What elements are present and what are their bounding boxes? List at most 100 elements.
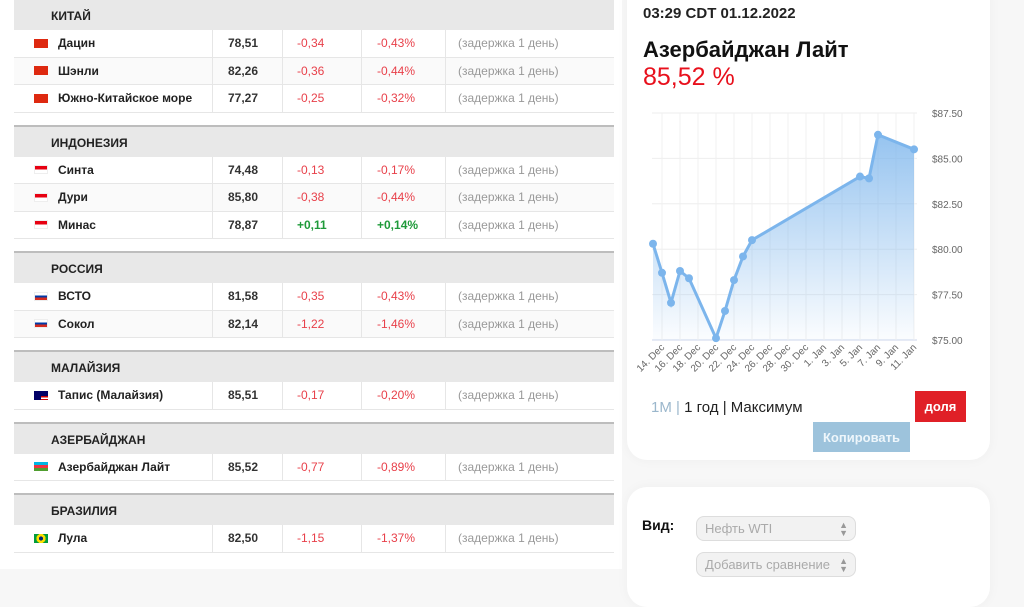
blend-name-cell: Шэнли xyxy=(14,57,213,84)
table-row[interactable]: Дури 85,80 -0,38 -0,44% (задержка 1 день… xyxy=(14,184,614,212)
percent-change-cell: -0,32% xyxy=(362,85,446,112)
share-button[interactable]: доля xyxy=(915,391,966,422)
blend-name[interactable]: Синта xyxy=(58,162,94,177)
delay-cell: (задержка 1 день) xyxy=(458,388,559,403)
russia-flag-icon xyxy=(34,291,48,301)
country-group: ИНДОНЕЗИЯ Синта 74,48 -0,13 -0,17% (заде… xyxy=(14,124,614,239)
blend-name[interactable]: ВСТО xyxy=(58,289,91,304)
delay-cell: (задержка 1 день) xyxy=(458,289,559,304)
copy-button[interactable]: Копировать xyxy=(813,422,910,452)
percent-change-cell: -1,46% xyxy=(362,310,446,337)
blend-name[interactable]: Тапис (Малайзия) xyxy=(58,388,164,403)
blend-name[interactable]: Лула xyxy=(58,531,88,546)
table-row[interactable]: Южно-Китайское море 77,27 -0,25 -0,32% (… xyxy=(14,85,614,113)
blend-name-cell: Лула xyxy=(14,525,213,552)
data-point xyxy=(676,266,684,275)
price-cell: 81,58 xyxy=(213,283,283,310)
blend-name-cell: Азербайджан Лайт xyxy=(14,453,213,480)
compare-select[interactable]: Добавить сравнение ▲ ▼ xyxy=(696,552,856,577)
blend-name-cell: Южно-Китайское море xyxy=(14,85,213,112)
data-point xyxy=(730,276,738,285)
area-fill xyxy=(653,134,914,340)
russia-flag-icon xyxy=(34,319,48,329)
select-arrows-icon: ▲ ▼ xyxy=(839,556,848,574)
data-point xyxy=(739,252,747,261)
range-1m[interactable]: 1M xyxy=(651,399,672,416)
y-tick-label: $77.50 xyxy=(932,291,963,302)
table-row[interactable]: Сокол 82,14 -1,22 -1,46% (задержка 1 ден… xyxy=(14,310,614,338)
blend-name[interactable]: Шэнли xyxy=(58,63,99,78)
delay-cell: (задержка 1 день) xyxy=(458,316,559,331)
change-cell: -0,34 xyxy=(283,30,362,57)
blend-name[interactable]: Южно-Китайское море xyxy=(58,91,193,106)
type-select[interactable]: Нефть WTI ▲ ▼ xyxy=(696,516,856,541)
blend-name[interactable]: Дури xyxy=(58,190,88,205)
chart-value: 85,52 % xyxy=(643,63,735,91)
delay-cell: (задержка 1 день) xyxy=(458,459,559,474)
percent-change-cell: -0,20% xyxy=(362,382,446,409)
price-cell: 78,87 xyxy=(213,211,283,238)
delay-cell: (задержка 1 день) xyxy=(458,36,559,51)
filter-card xyxy=(627,487,990,607)
table-row[interactable]: Лула 82,50 -1,15 -1,37% (задержка 1 день… xyxy=(14,525,614,553)
change-cell: +0,11 xyxy=(283,211,362,238)
blend-name[interactable]: Сокол xyxy=(58,316,95,331)
delay-cell: (задержка 1 день) xyxy=(458,162,559,177)
country-group: МАЛАЙЗИЯ Тапис (Малайзия) 85,51 -0,17 -0… xyxy=(14,350,614,410)
price-cell: 82,14 xyxy=(213,310,283,337)
china-flag-icon xyxy=(34,38,48,48)
change-cell: -0,35 xyxy=(283,283,362,310)
blend-name-cell: Сокол xyxy=(14,310,213,337)
indonesia-flag-icon xyxy=(34,220,48,230)
delay-cell: (задержка 1 день) xyxy=(458,531,559,546)
separator: | xyxy=(676,399,680,416)
delay-cell: (задержка 1 день) xyxy=(458,217,559,232)
malaysia-flag-icon xyxy=(34,390,48,400)
data-point xyxy=(856,172,864,181)
blend-name[interactable]: Дацин xyxy=(58,36,96,51)
blend-name-cell: Дацин xyxy=(14,30,213,57)
price-cell: 82,50 xyxy=(213,525,283,552)
data-point xyxy=(658,268,666,277)
price-cell: 85,52 xyxy=(213,453,283,480)
blend-name-cell: Дури xyxy=(14,184,213,211)
percent-change-cell: -0,43% xyxy=(362,283,446,310)
percent-change-cell: -0,89% xyxy=(362,453,446,480)
change-cell: -0,13 xyxy=(283,156,362,183)
data-point xyxy=(748,236,756,245)
data-point xyxy=(712,334,720,343)
range-selector: 1M | 1 год | Максимум xyxy=(651,399,803,417)
change-cell: -0,36 xyxy=(283,57,362,84)
blend-name[interactable]: Минас xyxy=(58,217,96,232)
price-cell: 77,27 xyxy=(213,85,283,112)
country-group: КИТАЙ Дацин 78,51 -0,34 -0,43% (задержка… xyxy=(14,0,614,113)
delay-cell: (задержка 1 день) xyxy=(458,63,559,78)
delay-cell: (задержка 1 день) xyxy=(458,91,559,106)
timestamp: 03:29 CDT 01.12.2022 xyxy=(643,5,796,22)
price-chart: $75.00$77.50$80.00$82.50$85.00$87.5014. … xyxy=(635,109,963,374)
blend-name-cell: Тапис (Малайзия) xyxy=(14,382,213,409)
country-header: КИТАЙ xyxy=(14,0,614,30)
range-1y[interactable]: 1 год xyxy=(684,399,719,416)
data-point xyxy=(685,274,693,283)
table-row[interactable]: Азербайджан Лайт 85,52 -0,77 -0,89% (зад… xyxy=(14,453,614,481)
country-header: ИНДОНЕЗИЯ xyxy=(14,126,614,157)
blend-name-cell: Минас xyxy=(14,211,213,238)
range-max[interactable]: Максимум xyxy=(730,399,803,416)
data-point xyxy=(649,239,657,248)
table-row[interactable]: Дацин 78,51 -0,34 -0,43% (задержка 1 ден… xyxy=(14,30,614,58)
compare-select-placeholder: Добавить сравнение xyxy=(705,557,831,572)
table-row[interactable]: Шэнли 82,26 -0,36 -0,44% (задержка 1 ден… xyxy=(14,57,614,85)
change-cell: -0,77 xyxy=(283,453,362,480)
price-cell: 74,48 xyxy=(213,156,283,183)
percent-change-cell: +0,14% xyxy=(362,211,446,238)
change-cell: -1,15 xyxy=(283,525,362,552)
blend-name[interactable]: Азербайджан Лайт xyxy=(58,459,171,474)
table-row[interactable]: ВСТО 81,58 -0,35 -0,43% (задержка 1 день… xyxy=(14,283,614,311)
table-row[interactable]: Тапис (Малайзия) 85,51 -0,17 -0,20% (зад… xyxy=(14,382,614,410)
percent-change-cell: -0,43% xyxy=(362,30,446,57)
table-row[interactable]: Минас 78,87 +0,11 +0,14% (задержка 1 ден… xyxy=(14,211,614,239)
table-row[interactable]: Синта 74,48 -0,13 -0,17% (задержка 1 ден… xyxy=(14,156,614,184)
crude-prices-table: КИТАЙ Дацин 78,51 -0,34 -0,43% (задержка… xyxy=(14,0,614,565)
y-tick-label: $82.50 xyxy=(932,200,963,211)
